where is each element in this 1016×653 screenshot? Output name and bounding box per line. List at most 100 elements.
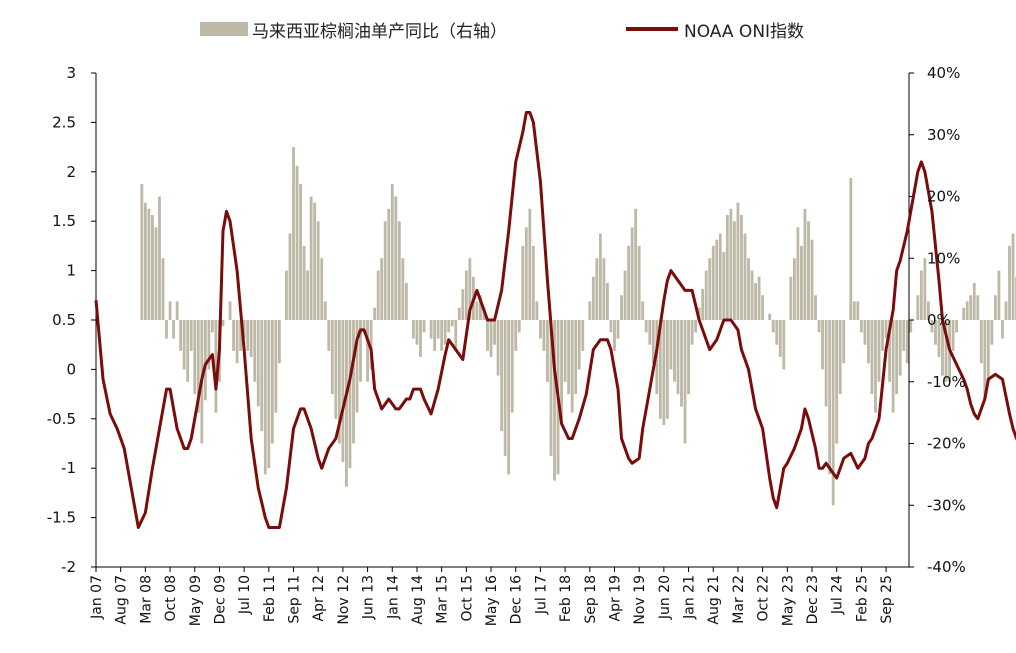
bar — [404, 282, 408, 320]
bar — [309, 196, 313, 320]
x-tick-label: Feb 11 — [262, 575, 278, 622]
bar — [665, 320, 669, 419]
bar — [165, 320, 168, 339]
bar — [965, 301, 969, 320]
x-tick-label: Jul 17 — [533, 575, 549, 615]
bar — [941, 320, 944, 376]
bar — [366, 320, 369, 382]
bar — [278, 320, 281, 364]
bar — [542, 320, 546, 351]
bar — [926, 301, 930, 320]
bar — [771, 320, 775, 333]
x-tick-label: Jan 14 — [385, 575, 401, 620]
bar — [895, 320, 899, 395]
bar — [341, 320, 345, 463]
bar — [694, 320, 698, 333]
legend-item-line: NOAA ONI指数 — [626, 14, 804, 44]
bar — [352, 320, 355, 444]
bar — [602, 258, 606, 320]
bar — [461, 289, 465, 321]
bar — [175, 301, 179, 320]
bar — [232, 320, 235, 351]
x-tick-label: Sep 11 — [287, 575, 303, 624]
bar — [362, 320, 366, 333]
bar — [228, 301, 232, 320]
bar — [567, 320, 571, 395]
bar — [616, 320, 620, 339]
bar — [214, 320, 218, 413]
bar — [658, 320, 662, 419]
x-tick-label: Jun 13 — [361, 575, 377, 620]
left-tick-label: 2.5 — [52, 113, 76, 131]
bar — [574, 320, 578, 395]
bar — [934, 320, 937, 345]
bar — [598, 233, 602, 320]
bar — [701, 289, 705, 321]
bar — [613, 320, 616, 351]
x-tick-label: Oct 22 — [756, 575, 772, 621]
bar — [267, 320, 271, 469]
left-tick-label: -1.5 — [47, 509, 76, 527]
bar — [867, 320, 870, 364]
bar — [143, 202, 147, 320]
left-tick-label: 3 — [66, 64, 76, 82]
bar — [419, 320, 422, 358]
bar — [334, 320, 338, 419]
bar — [969, 295, 973, 320]
x-tick-label: May 09 — [188, 575, 204, 626]
right-tick-label: 20% — [927, 188, 960, 206]
x-tick-label: Dec 16 — [509, 575, 525, 624]
bar — [821, 320, 824, 370]
bar — [475, 301, 479, 320]
bar — [729, 208, 733, 320]
bar — [168, 301, 172, 320]
bar — [330, 320, 334, 395]
bar — [433, 320, 437, 351]
left-tick-label: 1 — [66, 262, 76, 280]
bar — [644, 320, 648, 333]
right-tick-label: 40% — [927, 64, 960, 82]
tick-labels-group: 3 2.5 2 1.5 1 0.5 0 -0.5 -1 -1.5 -2 40% 30% 20% 10% 0% -… — [47, 64, 966, 626]
bar — [778, 320, 782, 358]
legend-line-label: NOAA ONI指数 — [684, 21, 805, 42]
bar — [796, 227, 800, 321]
bar — [962, 307, 966, 320]
bar — [450, 320, 454, 327]
bar — [690, 320, 694, 345]
bar — [757, 276, 761, 320]
x-tick-label: Jan 21 — [682, 575, 698, 620]
bar — [761, 295, 765, 320]
bar — [994, 295, 997, 320]
bar — [651, 320, 655, 364]
bar — [648, 320, 652, 345]
bar — [313, 202, 317, 320]
x-tick-label: Dec 09 — [212, 575, 228, 624]
bar — [673, 320, 676, 382]
bar — [838, 320, 842, 395]
bar — [256, 320, 260, 407]
bar — [810, 239, 814, 320]
bar — [376, 270, 380, 320]
x-tick-label: Jul 10 — [237, 575, 253, 615]
bar — [401, 258, 405, 320]
line-group — [94, 111, 1016, 529]
right-tick-label: -30% — [927, 496, 966, 514]
bar — [447, 320, 451, 333]
bar — [546, 320, 549, 382]
x-tick-label: Mar 08 — [138, 575, 154, 624]
bar — [955, 320, 959, 333]
axes-group — [91, 72, 914, 572]
bar — [316, 221, 320, 320]
bar — [905, 320, 909, 364]
x-tick-label: Apr 12 — [311, 575, 327, 621]
bar — [842, 320, 846, 364]
bar — [172, 320, 176, 339]
bar — [207, 320, 211, 370]
bar — [397, 221, 401, 320]
bar — [549, 320, 553, 456]
right-tick-label: -20% — [927, 435, 966, 453]
bar — [627, 245, 630, 320]
left-tick-label: -1 — [61, 459, 76, 477]
bar — [320, 258, 324, 320]
